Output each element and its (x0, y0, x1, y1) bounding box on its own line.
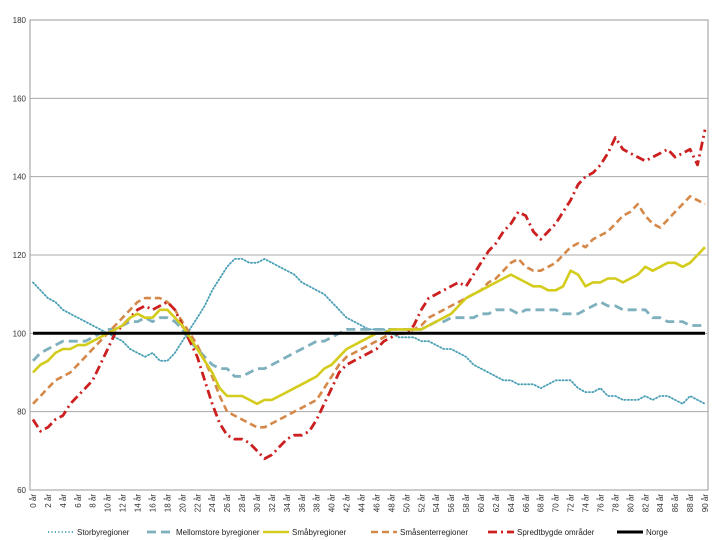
x-tick-label: 44 år (358, 494, 367, 513)
x-tick-label: 48 år (387, 494, 396, 513)
series-line-3 (32, 195, 706, 429)
x-tick-label: 10 år (104, 494, 113, 513)
y-tick-label: 180 (13, 16, 27, 25)
x-tick-label: 22 år (193, 494, 202, 513)
x-tick-label: 76 år (596, 494, 605, 513)
x-tick-label: 20 år (178, 494, 187, 513)
x-tick-label: 72 år (567, 494, 576, 513)
legend-label: Spredtbygde områder (517, 528, 595, 537)
x-tick-label: 38 år (313, 494, 322, 513)
y-tick-label: 60 (17, 486, 26, 495)
legend-label: Småsenterregioner (400, 528, 468, 537)
x-tick-label: 56 år (447, 494, 456, 513)
x-tick-label: 40 år (328, 494, 337, 513)
x-tick-label: 32 år (268, 494, 277, 513)
y-tick-label: 120 (13, 251, 27, 260)
x-tick-label: 82 år (641, 494, 650, 513)
x-tick-label: 4 år (59, 494, 68, 508)
x-tick-label: 88 år (686, 494, 695, 513)
x-tick-label: 62 år (492, 494, 501, 513)
x-tick-label: 18 år (163, 494, 172, 513)
x-tick-label: 78 år (611, 494, 620, 513)
x-tick-label: 86 år (671, 494, 680, 513)
x-tick-label: 12 år (119, 494, 128, 513)
x-tick-label: 84 år (656, 494, 665, 513)
x-tick-label: 46 år (372, 494, 381, 513)
x-tick-label: 50 år (402, 494, 411, 513)
y-tick-label: 160 (13, 94, 27, 103)
x-tick-label: 0 år (29, 494, 38, 508)
x-tick-label: 60 år (477, 494, 486, 513)
x-tick-label: 34 år (283, 494, 292, 513)
x-tick-label: 54 år (432, 494, 441, 513)
x-tick-label: 24 år (208, 494, 217, 513)
x-tick-label: 80 år (626, 494, 635, 513)
x-tick-label: 26 år (223, 494, 232, 513)
x-tick-label: 52 år (417, 494, 426, 513)
x-tick-label: 8 år (89, 494, 98, 508)
legend-label: Småbyregioner (292, 528, 347, 537)
x-tick-label: 70 år (552, 494, 561, 513)
series-line-4 (31, 129, 707, 461)
x-tick-label: 6 år (74, 494, 83, 508)
legend-label: Mellomstore byregioner (176, 528, 260, 537)
x-tick-label: 30 år (253, 494, 262, 513)
y-axis: 60 80 100 120 140 160 180 (13, 16, 27, 495)
x-tick-label: 28 år (238, 494, 247, 513)
x-tick-label: 2 år (44, 494, 53, 508)
y-tick-label: 80 (17, 408, 26, 417)
legend: Storbyregioner Mellomstore byregioner Småb… (48, 528, 668, 537)
x-tick-label: 74 år (582, 494, 591, 513)
legend-label: Storbyregioner (77, 528, 130, 537)
x-tick-label: 68 år (537, 494, 546, 513)
x-tick-label: 66 år (522, 494, 531, 513)
series-line-1 (31, 300, 705, 378)
series-lines (31, 129, 707, 461)
x-axis: 0 år 2 år 4 år 6 år 8 år 10 år 12 år 14 år 16 år… (29, 494, 710, 513)
y-tick-label: 100 (13, 329, 27, 338)
x-tick-label: 16 år (148, 494, 157, 513)
x-tick-label: 64 år (507, 494, 516, 513)
legend-label: Norge (646, 528, 668, 537)
series-line-2 (32, 246, 706, 406)
y-tick-label: 140 (13, 173, 27, 182)
x-tick-label: 36 år (298, 494, 307, 513)
x-tick-label: 14 år (134, 494, 143, 513)
x-tick-label: 58 år (462, 494, 471, 513)
x-tick-label: 42 år (343, 494, 352, 513)
x-tick-label: 90 år (701, 494, 710, 513)
